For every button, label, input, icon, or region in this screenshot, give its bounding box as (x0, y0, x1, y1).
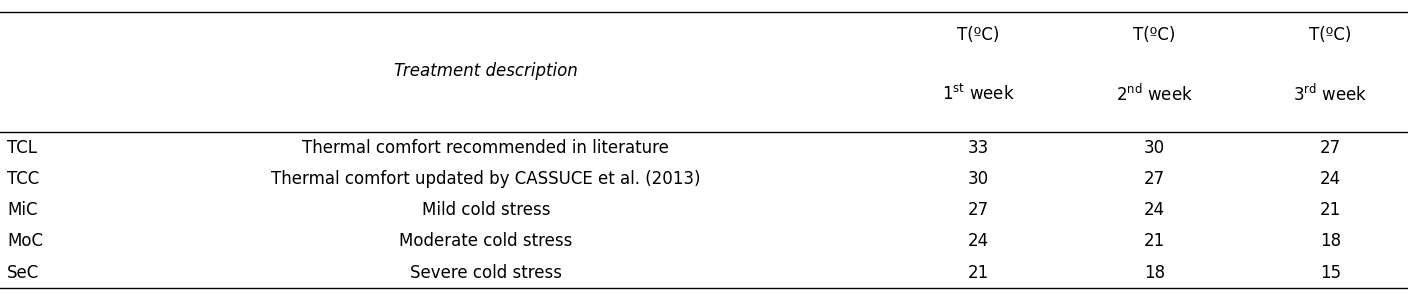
Text: Thermal comfort recommended in literature: Thermal comfort recommended in literatur… (303, 139, 669, 157)
Text: T(ºC): T(ºC) (1133, 26, 1176, 44)
Text: 27: 27 (967, 201, 990, 219)
Text: 15: 15 (1319, 263, 1342, 282)
Text: MoC: MoC (7, 232, 44, 250)
Text: 33: 33 (967, 139, 990, 157)
Text: Moderate cold stress: Moderate cold stress (398, 232, 573, 250)
Text: 18: 18 (1143, 263, 1166, 282)
Text: TCC: TCC (7, 170, 39, 188)
Text: 27: 27 (1143, 170, 1166, 188)
Text: 21: 21 (967, 263, 990, 282)
Text: 18: 18 (1319, 232, 1342, 250)
Text: Severe cold stress: Severe cold stress (410, 263, 562, 282)
Text: 21: 21 (1319, 201, 1342, 219)
Text: 27: 27 (1319, 139, 1342, 157)
Text: TCL: TCL (7, 139, 37, 157)
Text: Thermal comfort updated by CASSUCE et al. (2013): Thermal comfort updated by CASSUCE et al… (270, 170, 701, 188)
Text: 24: 24 (1319, 170, 1342, 188)
Text: $\mathregular{1^{st}}$ week: $\mathregular{1^{st}}$ week (942, 84, 1015, 104)
Text: SeC: SeC (7, 263, 39, 282)
Text: 30: 30 (1143, 139, 1166, 157)
Text: T(ºC): T(ºC) (1309, 26, 1352, 44)
Text: 30: 30 (967, 170, 990, 188)
Text: Mild cold stress: Mild cold stress (421, 201, 551, 219)
Text: MiC: MiC (7, 201, 38, 219)
Text: Treatment description: Treatment description (394, 61, 577, 80)
Text: $\mathregular{2^{nd}}$ week: $\mathregular{2^{nd}}$ week (1117, 83, 1193, 105)
Text: 24: 24 (967, 232, 990, 250)
Text: 21: 21 (1143, 232, 1166, 250)
Text: $\mathregular{3^{rd}}$ week: $\mathregular{3^{rd}}$ week (1294, 83, 1367, 105)
Text: T(ºC): T(ºC) (957, 26, 1000, 44)
Text: 24: 24 (1143, 201, 1166, 219)
